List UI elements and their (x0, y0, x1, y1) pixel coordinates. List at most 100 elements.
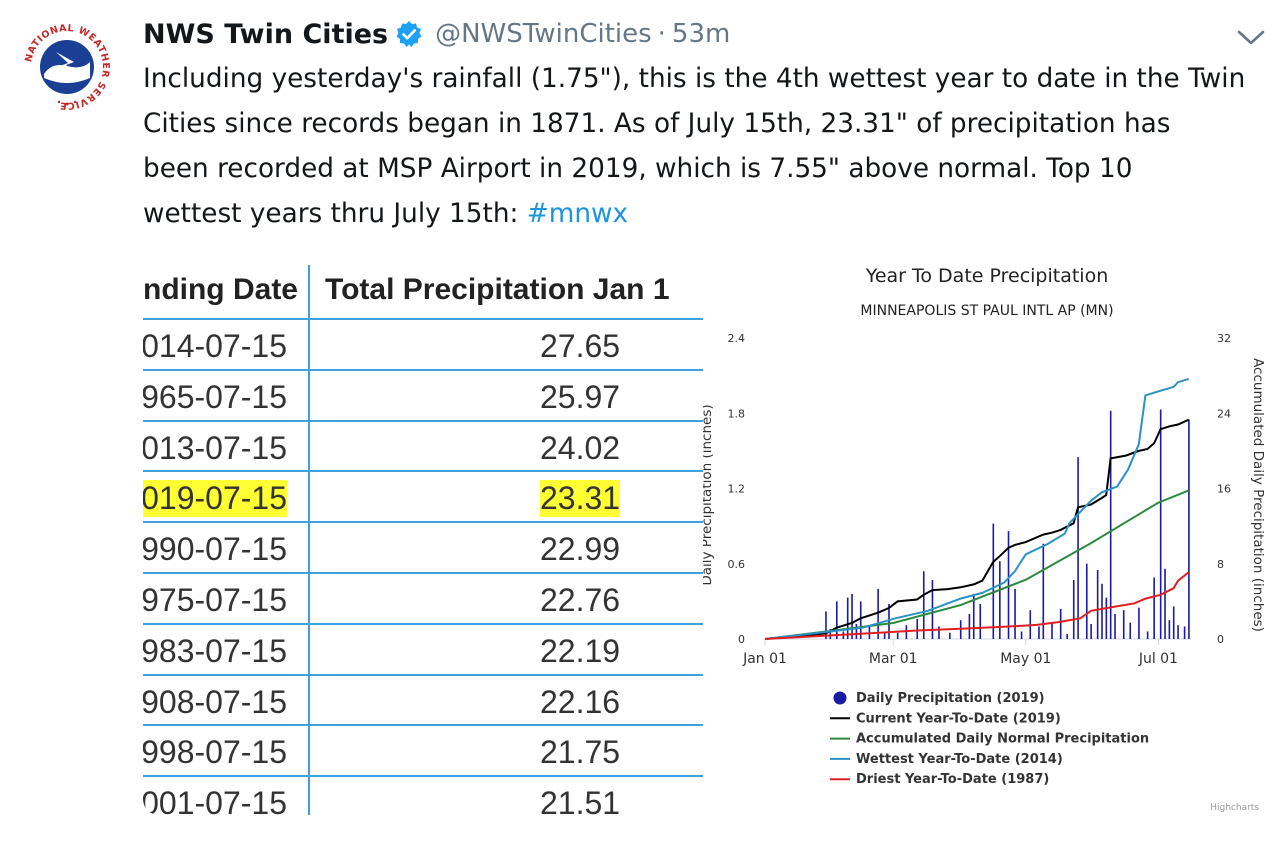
precip-chart-image[interactable]: Year To Date Precipitation MINNEAPOLIS S… (703, 255, 1266, 815)
precip-value-cell: 22.19 (540, 632, 621, 669)
ending-date-cell: 998-07-15 (143, 734, 287, 771)
y-left-tick-label: 2.4 (728, 332, 746, 345)
y-left-tick-label: 1.8 (728, 407, 746, 420)
legend-label: Accumulated Daily Normal Precipitation (856, 732, 1149, 747)
precip-bar (1007, 531, 1010, 639)
ending-date-cell: 965-07-15 (143, 378, 287, 415)
column-header-date: nding Date (143, 273, 298, 306)
table-row: 983-07-15 22.19 (143, 624, 703, 676)
table-cell: 998-07-15 (143, 726, 310, 776)
timestamp[interactable]: 53m (671, 19, 731, 49)
table-cell: 22.16 (310, 676, 703, 725)
precip-bar (938, 626, 940, 639)
table-cell: 013-07-15 (143, 421, 310, 471)
precip-bar (846, 597, 849, 639)
precip-bar (1038, 626, 1040, 639)
precip-bar (1153, 577, 1155, 639)
records-table-image[interactable]: nding Date Total Precipitation Jan 1 014… (143, 255, 703, 815)
table-header-row: nding Date Total Precipitation Jan 1 (143, 265, 703, 320)
table-cell: 965-07-15 (143, 370, 310, 420)
precip-bar (836, 601, 838, 639)
precip-bar (1138, 607, 1140, 639)
precip-bar (1090, 623, 1092, 639)
table-row: 965-07-15 25.97 (143, 370, 703, 422)
tweet-media[interactable]: nding Date Total Precipitation Jan 1 014… (143, 255, 1266, 815)
user-handle[interactable]: @NWSTwinCities (435, 19, 652, 49)
precip-bar (1020, 631, 1023, 639)
precip-value-cell: 22.76 (540, 581, 621, 618)
avatar[interactable]: NATIONAL WEATHER SERVICE (22, 22, 112, 112)
precip-bar (1159, 409, 1162, 639)
table-row: 013-07-15 24.02 (143, 421, 703, 473)
y-left-tick-label: 0 (738, 633, 745, 646)
y-right-tick-label: 32 (1217, 332, 1231, 345)
precip-bar (1188, 419, 1190, 639)
precip-bar (1096, 570, 1099, 639)
display-name[interactable]: NWS Twin Cities (143, 18, 389, 50)
precip-bar (825, 611, 827, 639)
precip-bar (877, 588, 879, 639)
hashtag-link[interactable]: #mnwx (526, 199, 629, 229)
separator: · (657, 19, 666, 49)
precip-bar (1172, 606, 1175, 639)
chart-legend: Daily Precipitation (2019) Current Year-T… (830, 691, 1149, 787)
plot-area: 0 0.6 1.2 1.8 2.4 0 8 16 24 32 Jan 01 Mar 01 May 01 J… (728, 332, 1232, 667)
precip-value-cell: 27.65 (540, 328, 621, 364)
tweet-menu-button[interactable] (1234, 24, 1268, 50)
chevron-down-icon (1237, 30, 1265, 45)
precip-bar (949, 632, 951, 639)
precip-value-cell: 23.31 (540, 480, 621, 518)
ending-date-cell: 014-07-15 (143, 328, 287, 364)
table-cell: 908-07-15 (143, 675, 310, 725)
table-cell: 975-07-15 (143, 573, 310, 623)
table-row: 019-07-15 23.31 (143, 472, 703, 524)
precip-bar (992, 523, 995, 639)
tweet-body: Including yesterday's rainfall (1.75"), … (143, 64, 1246, 229)
precip-bar (859, 601, 862, 639)
x-tick-label: Mar 01 (869, 651, 918, 667)
precip-bar (1051, 622, 1053, 639)
nws-logo-icon: NATIONAL WEATHER SERVICE (23, 23, 111, 111)
series-line (764, 489, 1190, 640)
table-cell: 983-07-15 (143, 624, 310, 674)
precip-bar (1129, 622, 1132, 639)
precip-bar (1122, 610, 1125, 639)
precip-value-cell: 21.51 (540, 785, 621, 815)
legend-marker (833, 691, 847, 705)
table-cell: 22.19 (310, 625, 703, 674)
precip-value-cell: 21.75 (540, 734, 621, 771)
precip-bar (999, 561, 1001, 639)
precip-bar (851, 593, 853, 639)
table-cell: 001-07-15 (143, 777, 310, 815)
precip-bar (1164, 568, 1166, 639)
records-table: nding Date Total Precipitation Jan 1 014… (143, 265, 703, 815)
table-cell: 990-07-15 (143, 523, 310, 572)
legend-label: Wettest Year-To-Date (2014) (856, 752, 1063, 767)
chart-credit[interactable]: Highcharts (1210, 803, 1259, 813)
precip-bar (922, 571, 925, 639)
x-tick-label: Jul 01 (1138, 651, 1178, 667)
table-header-cell: Total Precipitation Jan 1 (310, 265, 703, 318)
y-right-tick-label: 8 (1217, 558, 1224, 571)
precip-bar (896, 632, 899, 639)
precip-bar (916, 618, 919, 639)
table-cell: 21.75 (310, 726, 703, 775)
table-row: 908-07-15 22.16 (143, 675, 703, 727)
precip-bar (1072, 580, 1075, 639)
legend-label: Driest Year-To-Date (1987) (856, 772, 1049, 787)
y-axis-left-label: Daily Precipitation (inches) (703, 404, 715, 585)
precip-value-cell: 22.16 (540, 683, 621, 720)
table-cell: 019-07-15 (143, 472, 310, 522)
precip-value-cell: 22.99 (540, 531, 621, 568)
table-cell: 23.31 (310, 472, 703, 521)
table-cell: 22.99 (310, 523, 703, 572)
precip-bar (1014, 588, 1016, 639)
y-right-tick-label: 0 (1217, 633, 1224, 646)
precip-bar (972, 593, 975, 639)
precip-chart: Year To Date Precipitation MINNEAPOLIS S… (703, 265, 1266, 813)
table-header-cell: nding Date (143, 265, 310, 318)
table-row: 014-07-15 27.65 (143, 320, 703, 371)
precip-bar (1066, 633, 1069, 639)
table-cell: 22.76 (310, 574, 703, 623)
ending-date-cell: 990-07-15 (143, 531, 287, 568)
